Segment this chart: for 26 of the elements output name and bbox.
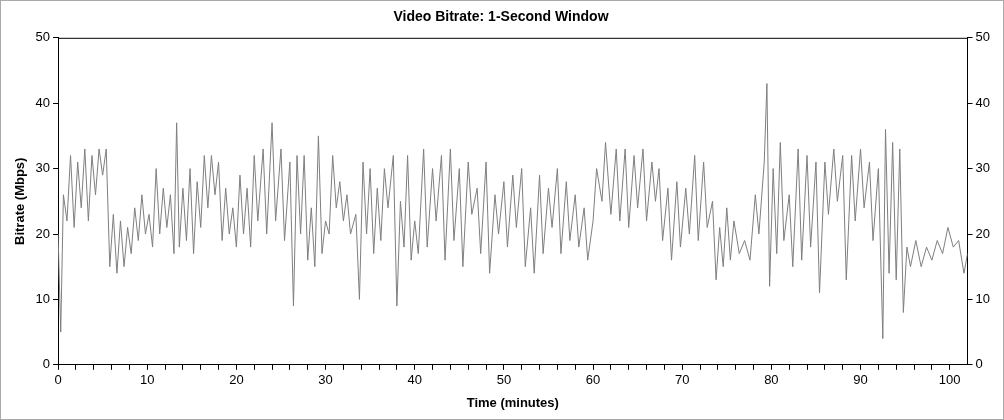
x-axis-title: Time (minutes) [466, 394, 559, 410]
y-tick-label: 50 [35, 29, 51, 45]
y-tick-label: 10 [35, 290, 51, 306]
x-tick-label: 100 [938, 372, 961, 388]
x-tick-label: 50 [496, 372, 512, 388]
x-tick-label: 90 [853, 372, 868, 388]
x-tick-label: 60 [585, 372, 601, 388]
x-tick-label: 20 [229, 372, 244, 388]
y2-tick-label: 10 [975, 290, 991, 306]
y-tick-label: 40 [35, 94, 51, 110]
y2-tick-label: 0 [975, 356, 983, 372]
x-tick-label: 10 [139, 372, 155, 388]
y2-tick-label: 30 [975, 160, 991, 176]
y-tick-label: 20 [35, 225, 51, 241]
chart-title: Video Bitrate: 1-Second Window [393, 8, 609, 25]
y2-tick-label: 40 [975, 94, 991, 110]
x-tick-label: 70 [674, 372, 690, 388]
y2-tick-label: 50 [975, 29, 991, 45]
x-tick-label: 0 [54, 372, 62, 388]
y2-tick-label: 20 [975, 225, 991, 241]
x-tick-label: 30 [318, 372, 333, 388]
y-tick-label: 0 [42, 356, 51, 372]
y-tick-label: 30 [35, 160, 51, 176]
x-tick-label: 40 [407, 372, 422, 388]
y-axis-title: Bitrate (Mbps) [12, 157, 28, 245]
x-tick-label: 80 [764, 372, 779, 388]
